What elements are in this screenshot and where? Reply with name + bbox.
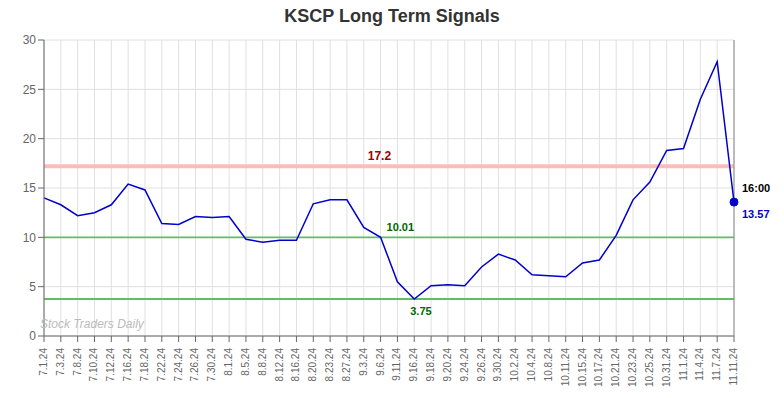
svg-text:8.27.24: 8.27.24: [341, 348, 352, 382]
svg-text:Stock Traders Daily: Stock Traders Daily: [40, 317, 145, 331]
svg-text:7.10.24: 7.10.24: [88, 348, 99, 382]
svg-text:20: 20: [23, 132, 37, 146]
svg-text:8.20.24: 8.20.24: [307, 348, 318, 382]
svg-text:9.24.24: 9.24.24: [459, 348, 470, 382]
svg-text:11.1.24: 11.1.24: [678, 348, 689, 381]
svg-text:9.3.24: 9.3.24: [358, 348, 369, 376]
svg-text:7.24.24: 7.24.24: [173, 348, 184, 382]
svg-text:10.4.24: 10.4.24: [526, 348, 537, 382]
svg-text:9.6.24: 9.6.24: [375, 348, 386, 376]
svg-text:10.11.24: 10.11.24: [560, 348, 571, 387]
svg-text:9.26.24: 9.26.24: [476, 348, 487, 382]
svg-text:16:00: 16:00: [742, 182, 770, 194]
svg-text:7.18.24: 7.18.24: [139, 348, 150, 382]
svg-text:3.75: 3.75: [410, 305, 431, 317]
svg-text:10.15.24: 10.15.24: [577, 348, 588, 387]
svg-text:8.16.24: 8.16.24: [290, 348, 301, 382]
svg-text:10.2.24: 10.2.24: [509, 348, 520, 382]
svg-text:13.57: 13.57: [742, 208, 770, 220]
svg-text:10.01: 10.01: [387, 221, 415, 233]
svg-text:11.11.24: 11.11.24: [728, 348, 739, 386]
svg-text:7.12.24: 7.12.24: [105, 348, 116, 382]
svg-text:7.26.24: 7.26.24: [189, 348, 200, 382]
svg-text:30: 30: [23, 33, 37, 47]
svg-text:8.23.24: 8.23.24: [324, 348, 335, 382]
svg-text:0: 0: [29, 329, 36, 343]
svg-text:7.22.24: 7.22.24: [156, 348, 167, 382]
svg-text:9.20.24: 9.20.24: [442, 348, 453, 382]
svg-text:10.8.24: 10.8.24: [543, 348, 554, 382]
svg-text:10.31.24: 10.31.24: [661, 348, 672, 387]
svg-text:10: 10: [23, 231, 37, 245]
svg-text:7.3.24: 7.3.24: [55, 348, 66, 376]
svg-text:9.30.24: 9.30.24: [492, 348, 503, 382]
svg-text:9.16.24: 9.16.24: [408, 348, 419, 382]
svg-text:7.30.24: 7.30.24: [206, 348, 217, 382]
html-text:KSCP Long Term Signals: KSCP Long Term Signals: [284, 6, 500, 26]
svg-text:10.21.24: 10.21.24: [610, 348, 621, 387]
svg-text:9.11.24: 9.11.24: [391, 348, 402, 381]
svg-text:10.23.24: 10.23.24: [627, 348, 638, 387]
svg-text:7.16.24: 7.16.24: [122, 348, 133, 382]
svg-text:8.5.24: 8.5.24: [240, 348, 251, 376]
svg-text:9.18.24: 9.18.24: [425, 348, 436, 382]
svg-text:10.17.24: 10.17.24: [593, 348, 604, 387]
svg-text:8.8.24: 8.8.24: [257, 348, 268, 376]
svg-text:17.2: 17.2: [368, 149, 392, 163]
svg-text:7.1.24: 7.1.24: [38, 348, 49, 376]
svg-text:8.12.24: 8.12.24: [274, 348, 285, 382]
svg-text:5: 5: [29, 280, 36, 294]
svg-text:15: 15: [23, 181, 37, 195]
svg-text:8.1.24: 8.1.24: [223, 348, 234, 376]
svg-text:7.8.24: 7.8.24: [72, 348, 83, 376]
svg-text:11.7.24: 11.7.24: [711, 348, 722, 381]
svg-text:11.4.24: 11.4.24: [694, 348, 705, 381]
svg-text:25: 25: [23, 83, 37, 97]
svg-text:10.25.24: 10.25.24: [644, 348, 655, 387]
